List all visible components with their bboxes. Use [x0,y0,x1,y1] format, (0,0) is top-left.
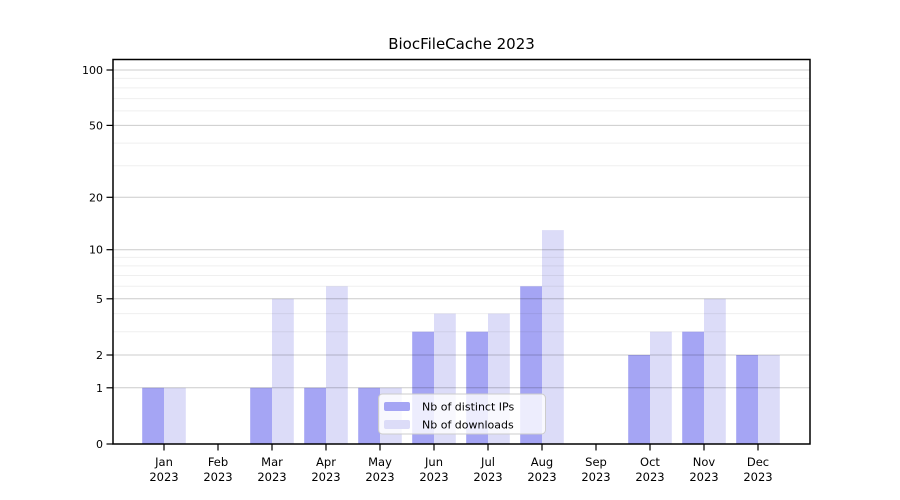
y-tick-label: 20 [89,191,103,204]
y-tick-label: 0 [96,438,103,451]
legend-swatch-downloads [384,420,410,429]
x-tick-label: Feb 2023 [203,455,232,484]
bar-downloads-mar [272,298,294,444]
y-tick-label: 2 [96,349,103,362]
bar-ips-oct [628,355,650,444]
x-tick-label: Mar 2023 [257,455,286,484]
bar-ips-jan [142,387,164,444]
x-tick-label: Jan 2023 [149,455,178,484]
bar-ips-dec [736,355,758,444]
legend-swatch-ips [384,402,410,411]
y-tick-label: 1 [96,382,103,395]
bar-ips-may [358,387,380,444]
grid-layer [113,69,810,389]
x-tick-label: Oct 2023 [635,455,664,484]
y-tick-label: 100 [82,64,103,77]
legend-label-downloads: Nb of downloads [422,419,514,432]
bar-downloads-apr [326,286,348,444]
x-tick-label: Dec 2023 [743,455,772,484]
x-tick-label: Sep 2023 [581,455,610,484]
x-tick-label: Jul 2023 [473,455,502,484]
x-tick-label: Nov 2023 [689,455,718,484]
bar-downloads-jan [164,387,186,444]
axes-layer [106,58,811,451]
bar-downloads-dec [758,355,780,444]
x-tick-label: May 2023 [365,455,394,484]
bar-ips-apr [304,387,326,444]
legend: Nb of distinct IPs Nb of downloads [378,393,546,435]
bar-downloads-aug [542,230,564,444]
y-tick-label: 10 [89,244,103,257]
legend-box [378,393,546,435]
plot-border [112,58,811,445]
y-tick-label: 5 [96,293,103,306]
chart-title: BiocFileCache 2023 [388,35,535,53]
x-tick-label: Aug 2023 [527,455,556,484]
bar-ips-mar [250,387,272,444]
y-tick-label: 50 [89,119,103,132]
x-tick-label: Jun 2023 [419,455,448,484]
legend-label-ips: Nb of distinct IPs [422,401,514,414]
bar-downloads-nov [704,298,726,444]
x-axis-labels: Jan 2023 Feb 2023 Mar 2023 Apr 2023 May 2023 Jun 20… [149,455,772,484]
x-tick-label: Apr 2023 [311,455,340,484]
